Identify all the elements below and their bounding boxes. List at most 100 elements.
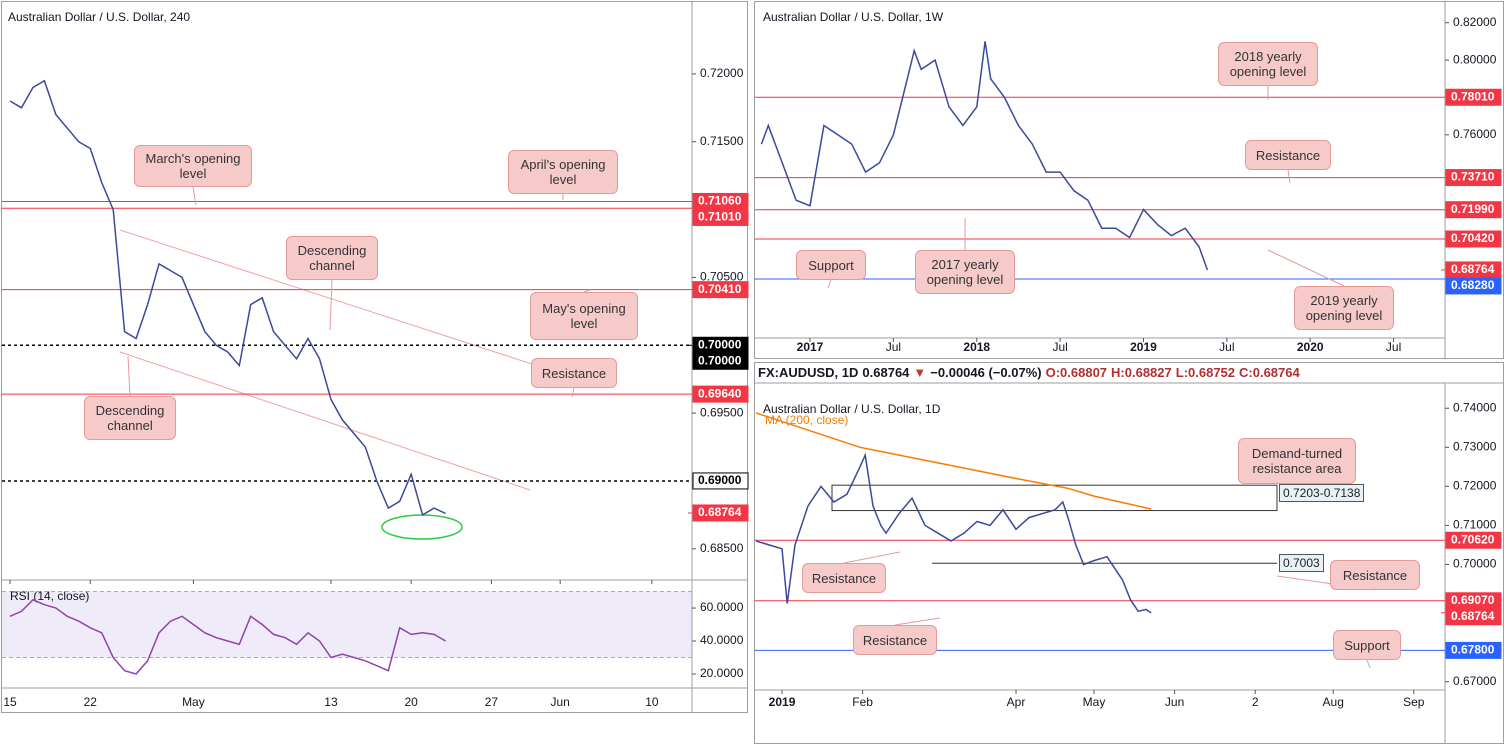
x-tick-label: Jul (1386, 340, 1401, 354)
chart-title: Australian Dollar / U.S. Dollar, 1D (763, 402, 941, 416)
x-tick-label: Jun (1165, 695, 1184, 709)
price-tag (1445, 169, 1502, 187)
price-tag-label: 0.67800 (1451, 643, 1495, 657)
x-tick-label: Jul (1219, 340, 1234, 354)
legend-entry: MA (200, close) (765, 413, 848, 427)
y-tick-label: 0.72000 (1453, 479, 1497, 493)
price-tag (692, 281, 749, 299)
x-tick-label: Jul (886, 340, 901, 354)
price-tag-label: 0.69640 (698, 386, 742, 400)
note-pointer (127, 355, 131, 397)
panel-frame (754, 362, 1504, 744)
annotation: Support (796, 250, 866, 280)
price-tag-label: 0.70420 (1451, 231, 1495, 245)
y-tick-label: 0.74000 (1453, 400, 1497, 414)
annotation: Resistance (1330, 560, 1420, 590)
symbol-info: FX:AUDUSD, 1D 0.68764 ▼ −0.00046 (−0.07%) O:… (758, 365, 1304, 380)
chart-title: Australian Dollar / U.S. Dollar, 1W (763, 10, 944, 24)
y-tick-label: 0.82000 (1453, 15, 1497, 29)
info-item: O:0.68807 (1045, 365, 1108, 380)
price-line (9, 79, 446, 517)
annotation: Demand-turned resistance area (1238, 438, 1356, 484)
price-tag-label: 0.70410 (698, 282, 742, 296)
y-tick-label: 0.76000 (1453, 127, 1497, 141)
price-tag (1445, 608, 1502, 626)
annotation: 2019 yearly opening level (1294, 286, 1394, 330)
y-tick-label: 0.71000 (1453, 518, 1497, 532)
annotation: March's opening level (134, 145, 252, 187)
y-tick-label: 0.67000 (1453, 674, 1497, 688)
info-item: −0.00046 (−0.07%) (930, 365, 1042, 380)
x-tick-label: Jun (551, 695, 570, 709)
x-tick-label: May (1083, 695, 1106, 709)
price-line (760, 41, 1209, 271)
price-tag-label: 0.70000 (698, 337, 742, 351)
price-tag-label: 0.73710 (1451, 170, 1495, 184)
x-tick-label: 20 (405, 695, 419, 709)
y-tick-label: 60.0000 (700, 600, 744, 614)
info-item: H:0.68827 (1111, 365, 1172, 380)
annotation: Resistance (802, 563, 886, 593)
x-tick-label: Apr (1007, 695, 1026, 709)
y-tick-label: 0.70000 (1453, 557, 1497, 571)
price-tag (1445, 531, 1502, 549)
panel-frame (754, 1, 1504, 359)
price-tag-label: 0.68764 (698, 505, 742, 519)
price-tag-label: 0.78010 (1451, 89, 1495, 103)
x-tick-label: 2018 (963, 340, 990, 354)
chart-title: Australian Dollar / U.S. Dollar, 240 (8, 10, 190, 24)
y-tick-label: 0.68500 (700, 541, 744, 555)
x-tick-label: 10 (645, 695, 659, 709)
x-tick-label: 13 (324, 695, 338, 709)
info-item: L:0.68752 (1175, 365, 1236, 380)
chart-title: RSI (14, close) (10, 589, 89, 603)
x-tick-label: Sep (1403, 695, 1425, 709)
zone-label: 0.7203-0.7138 (1279, 484, 1365, 503)
annotation: May's opening level (530, 292, 638, 340)
price-tag-label: 0.71060 (698, 194, 742, 208)
x-tick-label: Feb (852, 695, 873, 709)
price-tag (692, 352, 749, 370)
note-pointer (1366, 659, 1371, 669)
price-tag-label: 0.70620 (1451, 532, 1495, 546)
x-tick-label: 2 (1252, 695, 1259, 709)
annotation: April's opening level (508, 150, 618, 194)
y-tick-label: 20.0000 (700, 666, 744, 680)
price-tag (1445, 88, 1502, 106)
info-item: FX:AUDUSD, 1D (758, 365, 859, 380)
y-tick-label: 0.72000 (700, 66, 744, 80)
note-pointer (571, 387, 575, 398)
note-pointer (843, 551, 901, 564)
highlight-ellipse (381, 514, 463, 540)
price-tag-label: 0.69070 (1451, 593, 1495, 607)
price-tag-label: 0.68280 (1451, 278, 1495, 292)
x-tick-label: 2020 (1297, 340, 1324, 354)
price-tag (692, 472, 749, 490)
price-tag-label: 0.68764 (1451, 262, 1495, 276)
y-tick-label: 0.70500 (700, 270, 744, 284)
info-item: 0.68764 (862, 365, 910, 380)
note-pointer (894, 617, 941, 626)
level-label: 0.7003 (1279, 554, 1324, 573)
note-pointer (1267, 249, 1345, 287)
price-tag (1445, 641, 1502, 659)
note-pointer (827, 279, 832, 289)
x-tick-label: Jul (1052, 340, 1067, 354)
rsi-band (2, 591, 692, 658)
price-tag-label: 0.68764 (1451, 609, 1495, 623)
annotation: Descending channel (286, 236, 378, 280)
note-pointer (329, 279, 333, 331)
x-tick-label: Aug (1323, 695, 1344, 709)
x-tick-label: 27 (485, 695, 499, 709)
x-tick-label: 2017 (797, 340, 824, 354)
annotation: Descending channel (84, 396, 176, 440)
note-pointer (1287, 169, 1291, 184)
annotation: Resistance (531, 358, 617, 388)
x-tick-label: May (182, 695, 205, 709)
y-tick-label: 40.0000 (700, 633, 744, 647)
x-tick-label: 15 (3, 695, 17, 709)
y-tick-label: 0.69500 (700, 405, 744, 419)
price-tag-label: 0.70000 (698, 353, 742, 367)
